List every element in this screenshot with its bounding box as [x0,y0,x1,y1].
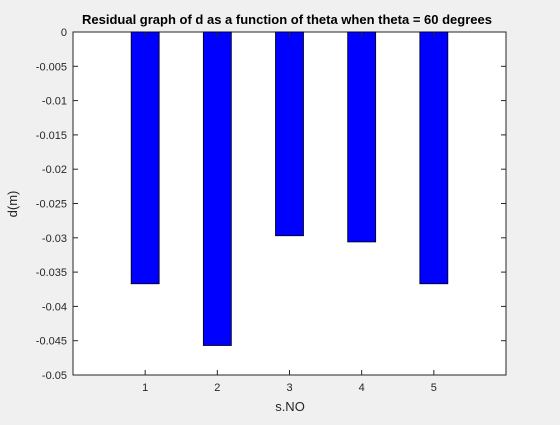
x-tick-label: 4 [359,382,365,394]
y-tick-label: 0 [61,27,67,39]
y-tick-label: -0.005 [36,61,67,73]
bar-1 [130,31,160,285]
x-tick-label: 1 [142,382,148,394]
y-tick-label: -0.01 [42,96,67,108]
chart-title: Residual graph of d as a function of the… [82,12,492,27]
y-ticks-group: 0 -0.005 -0.01 -0.015 -0.02 -0.025 -0.03 -0.035… [36,27,506,382]
x-tick-label: 5 [431,382,437,394]
bar-2 [202,31,232,346]
y-tick-label: -0.035 [36,267,67,279]
y-tick-label: -0.03 [42,233,67,245]
y-tick-label: -0.025 [36,199,67,211]
x-tick-label: 3 [286,382,292,394]
bar-5 [419,31,449,285]
y-tick-label: -0.015 [36,130,67,142]
bar-3 [275,31,304,237]
y-tick-label: -0.05 [42,370,67,382]
y-tick-label: -0.04 [42,301,67,313]
x-ticks-group: 1 2 3 4 5 [142,32,437,394]
y-tick-label: -0.02 [42,164,67,176]
bars-group [130,31,449,346]
x-axis-label: s.NO [275,399,305,414]
y-axis-label: d(m) [5,191,20,218]
bar-4 [347,31,377,243]
y-tick-label: -0.045 [36,336,67,348]
x-tick-label: 2 [214,382,220,394]
